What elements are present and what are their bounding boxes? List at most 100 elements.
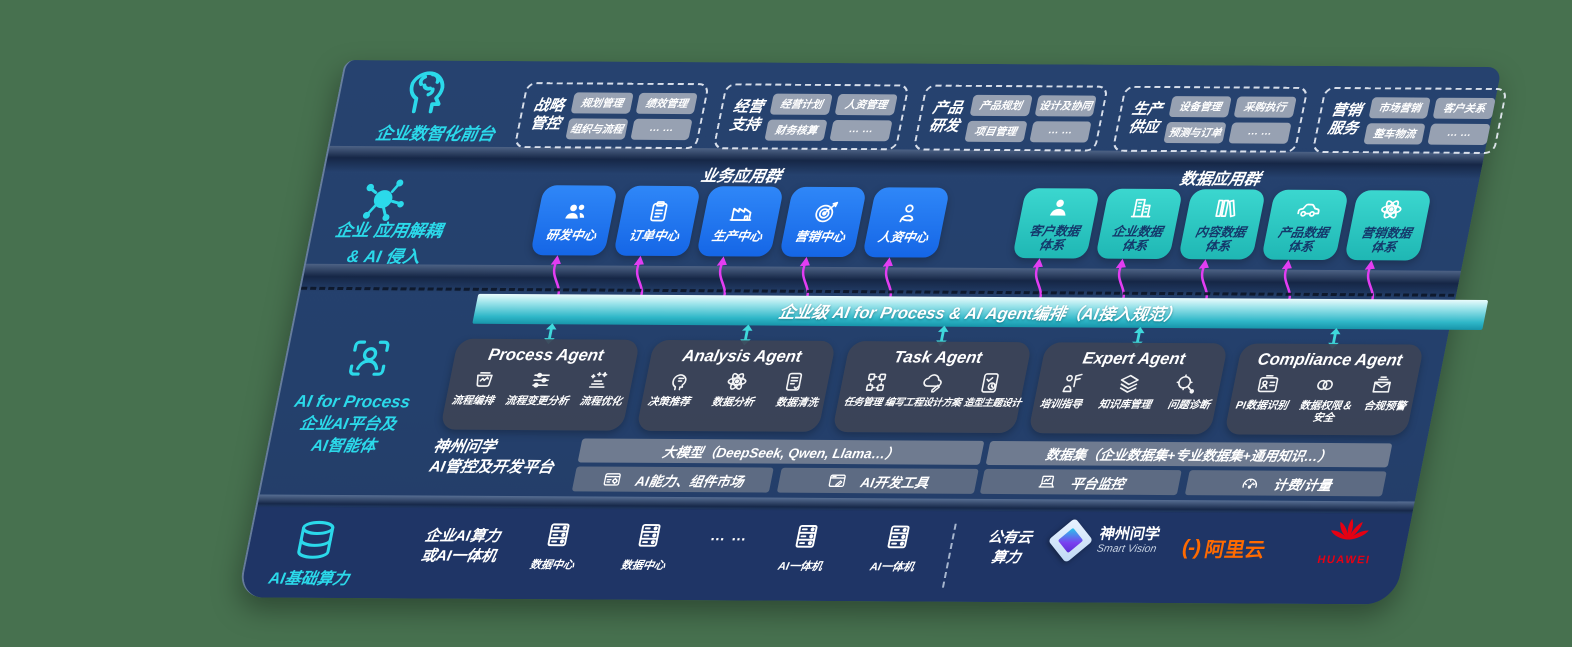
vendor-name: HUAWEI <box>1316 553 1372 567</box>
smartvision-logo-icon <box>1047 517 1094 564</box>
node-ai-appliance: AI一体机 <box>759 521 850 574</box>
dataset-bar: 数据集（企业数据集+专业数据集+通用知识…） <box>985 440 1393 468</box>
tool-ai-market: AI能力、组件市场 <box>571 466 774 493</box>
agent-title: Expert Agent <box>1081 349 1187 369</box>
team-icon <box>560 198 591 224</box>
group-title: 营销 服务 <box>1326 102 1364 138</box>
node-label: AI一体机 <box>868 561 916 574</box>
agent-title: Analysis Agent <box>680 347 804 366</box>
app-box-order: 订单中心 <box>613 185 702 257</box>
sliders-icon <box>527 368 556 392</box>
agent-title: Task Agent <box>892 348 984 367</box>
architecture-stage: 企业数智化前台 战略 管控 规划管理 绩效管理 组织与流程 … … 经营 支持 … <box>237 60 1508 605</box>
platform-label: 神州问学 AI管控及开发平台 <box>427 438 556 477</box>
platform-model-group: 大模型（DeepSeek, Qwen, Llama…） AI能力、组件市场 AI… <box>571 438 985 494</box>
chip: 预测与订单 <box>1163 121 1227 143</box>
platform-dataset-group: 数据集（企业数据集+专业数据集+通用知识…） 平台监控 计费/计量 <box>979 440 1393 497</box>
car-icon <box>1293 196 1324 222</box>
cloud-design-icon <box>919 371 948 395</box>
server-icon <box>540 519 575 550</box>
public-cloud-label: 公有云 算力 <box>986 529 1034 567</box>
database-icon <box>288 517 343 563</box>
tool-dev-tools: AI开发工具 <box>776 467 979 494</box>
data-box-marketing: 营销数据 体系 <box>1344 190 1433 261</box>
tool-label: AI能力、组件市场 <box>633 473 745 489</box>
chip: 财务核算 <box>764 119 828 141</box>
app-box-rd: 研发中心 <box>530 185 619 256</box>
node-datacenter: 数据中心 <box>511 519 602 572</box>
task-agent-card: Task Agent 任务管理 编写工程设计方案 造型主题设计 <box>832 341 1033 434</box>
process-agent-card: Process Agent 流程编排 流程变更分析 流程优化 <box>440 338 641 431</box>
agent-capability: 流程变更分析 <box>504 394 570 408</box>
agent-capability: 数据分析 <box>710 396 756 409</box>
app-label: 产品数据 体系 <box>1277 225 1330 254</box>
analysis-agent-card: Analysis Agent 决策推荐 数据分析 数据清洗 <box>636 339 837 432</box>
vendor-name: 神州问学 <box>1098 525 1162 543</box>
app-layer-label: 企业 应用解耦 & AI 侵入 <box>333 220 445 266</box>
node-label: 数据中心 <box>528 559 576 572</box>
molecule-icon <box>351 172 414 228</box>
chip: … … <box>1228 121 1292 144</box>
server-icon <box>880 521 915 552</box>
agent-capability: 流程编排 <box>450 394 496 407</box>
ai-layer-label-zh: 企业AI平台及 AI智能体 <box>298 415 398 455</box>
chip: … … <box>1028 120 1092 143</box>
ai-orchestration-banner: 企业级 AI for Process & AI Agent编排（AI接入规范） <box>472 293 1489 330</box>
nodes-ellipsis: … … <box>708 527 750 545</box>
data-box-content: 内容数据 体系 <box>1178 189 1267 260</box>
tablet-check-icon <box>975 371 1004 395</box>
front-stage-label: 企业数智化前台 <box>373 124 497 144</box>
books-icon <box>1210 195 1241 221</box>
person-scan-icon <box>340 334 398 382</box>
group-supply: 生产 供应 设备管理 采购执行 预测与订单 … … <box>1111 85 1309 153</box>
chip: 绩效管理 <box>635 92 699 114</box>
tool-label: 平台监控 <box>1068 475 1126 492</box>
agent-capability: 问题诊断 <box>1166 399 1212 412</box>
agent-capability: 编写工程设计方案 <box>883 397 963 409</box>
data-app-row: 客户数据 体系 企业数据 体系 内容数据 体系 产品数据 体系 营销数据 体系 <box>1012 188 1433 261</box>
gauge-icon <box>1238 473 1262 493</box>
data-apps-title: 数据应用群 <box>1178 171 1262 189</box>
decision-head-icon <box>666 369 695 393</box>
knowledge-stack-icon <box>1115 372 1144 396</box>
app-label: 营销中心 <box>793 229 847 245</box>
agent-capability: 流程优化 <box>578 395 624 408</box>
doc-clean-icon <box>779 370 808 394</box>
compliance-agent-card: Compliance Agent PI数据识别 数据权限＆ 安全 合规预警 <box>1224 343 1425 436</box>
business-apps-title: 业务应用群 <box>699 168 783 186</box>
agent-capability: PI数据识别 <box>1234 399 1289 412</box>
app-label: 研发中心 <box>544 228 598 243</box>
group-title: 产品 研发 <box>927 99 965 135</box>
alert-mail-icon <box>1367 373 1396 397</box>
optimize-icon <box>583 368 612 392</box>
app-box-marketing: 营销中心 <box>779 186 868 258</box>
app-box-hr: 人资中心 <box>862 187 951 258</box>
data-box-customer: 客户数据 体系 <box>1012 188 1101 259</box>
atom-icon <box>1376 196 1407 222</box>
ai-market-icon <box>600 469 624 489</box>
chip: 市场营销 <box>1368 96 1432 119</box>
chip: 项目管理 <box>964 120 1028 142</box>
group-product: 产品 研发 产品规划 设计及协同 项目管理 … … <box>912 84 1109 152</box>
vendor-huawei: HUAWEI <box>1313 515 1383 566</box>
chip: 组织与流程 <box>565 117 629 140</box>
server-icon <box>788 521 823 552</box>
app-box-production: 生产中心 <box>696 186 785 257</box>
app-label: 内容数据 体系 <box>1194 225 1247 254</box>
vendor-subtitle: Smart Vision <box>1095 542 1158 556</box>
chip: 经营计划 <box>770 93 833 115</box>
agent-capability: 造型主题设计 <box>962 397 1022 410</box>
factory-icon <box>726 199 757 225</box>
flow-monitor-icon <box>470 368 499 392</box>
front-stage-groups: 战略 管控 规划管理 绩效管理 组织与流程 … … 经营 支持 经营计划 人资管… <box>513 82 1508 155</box>
dev-tools-icon <box>825 470 849 490</box>
laptop-chart-icon <box>1035 472 1059 492</box>
building-icon <box>1127 195 1158 221</box>
chip: 客户关系 <box>1432 97 1496 119</box>
expert-agent-card: Expert Agent 培训指导 知识库管理 问题诊断 <box>1028 342 1229 435</box>
task-grid-icon <box>862 370 891 394</box>
agent-capability: 知识库管理 <box>1097 398 1153 411</box>
person-arrows-icon <box>892 200 923 226</box>
target-icon <box>809 200 840 226</box>
vendor-smartvision: 神州问学 Smart Vision <box>1047 517 1162 564</box>
